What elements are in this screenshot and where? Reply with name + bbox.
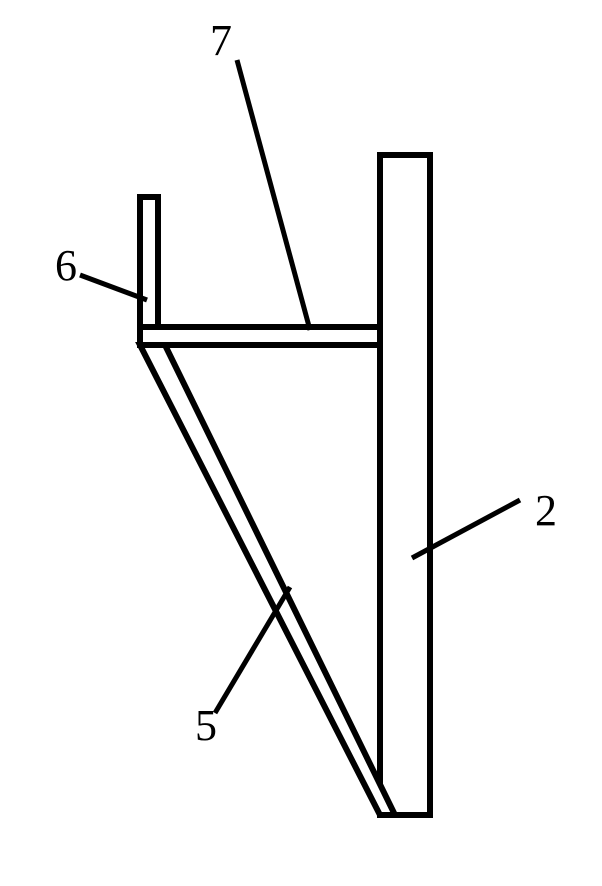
label-7: 7 [210, 16, 232, 65]
short-upright [140, 197, 158, 327]
label-2: 2 [535, 486, 557, 535]
label-6: 6 [55, 241, 77, 290]
label-5: 5 [195, 701, 217, 750]
diagram-figure: 7 6 2 5 [0, 0, 602, 886]
horizontal-bar [140, 327, 380, 345]
vertical-post [380, 155, 430, 815]
background [0, 0, 602, 886]
